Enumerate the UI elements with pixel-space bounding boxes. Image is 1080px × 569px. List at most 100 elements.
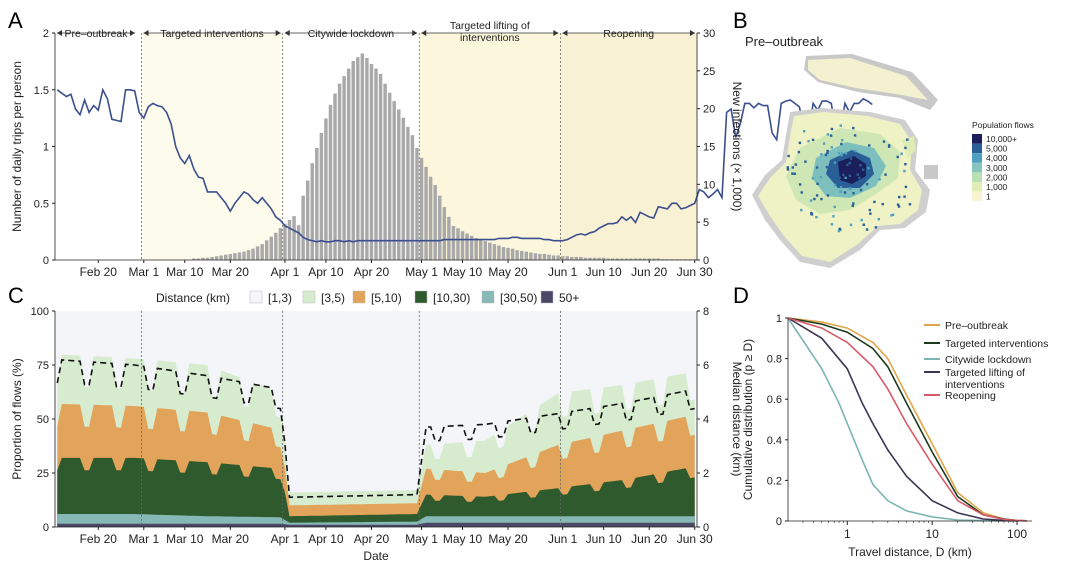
y-axis-title: Proportion of flows (%) [10, 358, 24, 479]
legend-swatch [540, 290, 554, 304]
bar [214, 256, 219, 260]
y2-tick-label: 8 [703, 306, 709, 318]
legend-label: [5,10) [371, 291, 402, 305]
y-tick-label: 0 [776, 516, 782, 528]
x-tick-label: Mar 1 [128, 265, 159, 279]
map-dot [794, 163, 798, 166]
legend-label: Reopening [945, 390, 996, 402]
map-dot [896, 203, 900, 206]
map-dot [826, 194, 830, 197]
map-dot [815, 194, 819, 197]
y2-tick-label: 10 [703, 179, 715, 191]
legend-label: Targeted interventions [945, 338, 1048, 350]
bar [451, 225, 456, 260]
bar [292, 216, 296, 260]
map-legend-title: Population flows [972, 120, 1034, 130]
series-line [787, 317, 1018, 522]
map-dot [852, 202, 855, 205]
bar [228, 253, 233, 260]
x-tick-label: Feb 20 [80, 532, 118, 546]
bar [574, 256, 579, 260]
bar [319, 132, 324, 260]
map-dot [829, 134, 833, 137]
map-legend-swatch [972, 134, 982, 144]
legend-label: interventions [945, 379, 1005, 391]
y2-tick-label: 30 [703, 28, 715, 40]
map-dot [826, 149, 829, 153]
map-dot [815, 166, 819, 169]
map-dot [825, 166, 829, 169]
map-dot [800, 191, 803, 194]
x-tick-label: Mar 10 [166, 532, 204, 546]
bar [565, 256, 569, 260]
y2-tick-label: 5 [703, 217, 709, 229]
map-dot [897, 205, 901, 208]
map-dot [804, 160, 807, 163]
x-tick-label: Apr 20 [354, 265, 390, 279]
y2-tick-label: 2 [703, 468, 709, 480]
bar [328, 104, 333, 260]
map-dot [882, 140, 886, 143]
y-tick-label: 0.5 [34, 198, 49, 210]
phase-label: Targeted interventions [160, 28, 263, 40]
bar [337, 83, 342, 261]
map-dot [867, 166, 870, 170]
bar [629, 258, 633, 260]
y2-tick-label: 15 [703, 142, 715, 154]
bar [524, 251, 528, 260]
x-tick-label: Jun 20 [631, 265, 667, 279]
phase-band [141, 33, 283, 260]
map-dot [826, 133, 830, 136]
map-dot [802, 130, 806, 133]
map-legend-swatch [972, 143, 982, 154]
bar [296, 225, 301, 260]
legend-label: Targeted lifting of [945, 367, 1025, 379]
y-axis-title: Number of daily trips per person [10, 61, 24, 232]
map-dot [832, 215, 835, 218]
panel-letter-d: D [733, 283, 749, 308]
map-dot [793, 172, 797, 175]
x-tick-label: Apr 10 [308, 532, 344, 546]
map-dot [809, 199, 813, 202]
map-dot [798, 183, 802, 186]
bar [365, 57, 369, 260]
bar [597, 257, 601, 260]
x-tick-label: Mar 1 [128, 532, 159, 546]
phase-label: interventions [460, 32, 520, 44]
x-tick-label: Mar 10 [166, 265, 204, 279]
y-tick-label: 50 [37, 414, 49, 426]
y-tick-label: 0 [43, 255, 49, 267]
x-tick-label: Jun 1 [548, 265, 578, 279]
map-dot [881, 202, 884, 206]
phase-label: Pre–outbreak [64, 28, 128, 40]
phase-label: Reopening [603, 28, 654, 40]
bar [438, 195, 442, 260]
bar [615, 258, 620, 260]
panel-letter-c: C [8, 283, 24, 308]
bar [260, 244, 264, 260]
map-dot [849, 157, 853, 160]
bar [601, 257, 606, 260]
bar [310, 163, 314, 260]
bar [588, 257, 592, 260]
map-dot [903, 169, 906, 173]
bar [465, 233, 469, 260]
y-tick-label: 0.8 [767, 354, 782, 366]
map-dot [859, 164, 862, 167]
bar [529, 252, 533, 260]
bar [442, 207, 447, 260]
map-dot [843, 154, 846, 157]
bar [264, 240, 269, 260]
x-tick-label: 1 [844, 527, 851, 541]
map-dot [846, 163, 849, 167]
bar [205, 257, 210, 260]
bar [315, 148, 319, 260]
bar [652, 258, 656, 260]
x-tick-label: Jun 10 [586, 265, 622, 279]
x-tick-label: Jun 20 [631, 532, 667, 546]
map-legend-label: 10,000+ [986, 134, 1017, 144]
y-tick-label: 1 [776, 313, 782, 325]
phase-band [282, 33, 420, 260]
x-tick-label: Feb 20 [80, 265, 118, 279]
